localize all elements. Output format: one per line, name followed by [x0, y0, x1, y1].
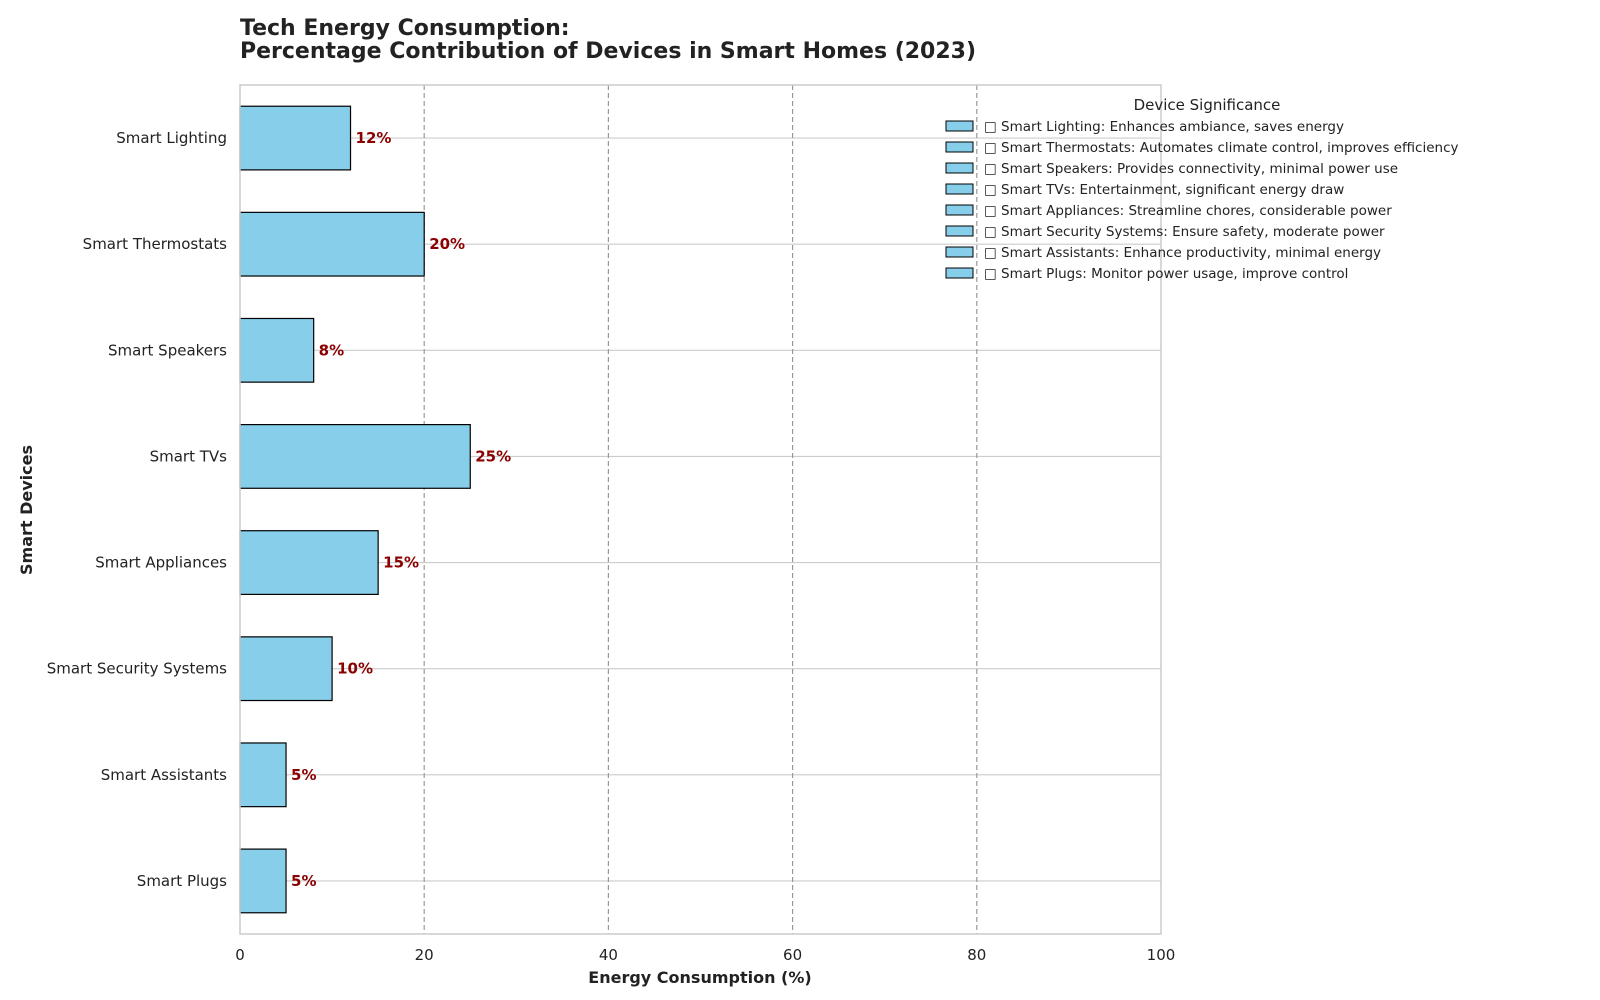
- y-tick-label: Smart Speakers: [108, 341, 227, 359]
- legend-swatch: [946, 121, 973, 131]
- data-label: 25%: [475, 447, 511, 465]
- chart-title-line-1: Tech Energy Consumption:: [240, 16, 570, 41]
- data-label: 5%: [291, 766, 316, 784]
- legend-entry: □ Smart Plugs: Monitor power usage, impr…: [984, 266, 1348, 282]
- legend-entry: □ Smart Speakers: Provides connectivity,…: [984, 161, 1398, 177]
- data-label: 8%: [319, 341, 344, 359]
- legend-entry: □ Smart Lighting: Enhances ambiance, sav…: [984, 119, 1344, 135]
- legend-entry: □ Smart Thermostats: Automates climate c…: [984, 140, 1458, 156]
- legend-swatch: [946, 268, 973, 278]
- vertical-gridlines: [424, 85, 977, 934]
- bar: [240, 106, 351, 170]
- bar: [240, 637, 332, 701]
- y-tick-label: Smart Appliances: [95, 554, 227, 572]
- x-tick-label: 40: [599, 946, 618, 964]
- data-label: 20%: [429, 235, 465, 253]
- x-tick-label: 80: [967, 946, 986, 964]
- chart-title-line-2: Percentage Contribution of Devices in Sm…: [240, 39, 976, 64]
- legend-swatch: [946, 226, 973, 236]
- legend: Device Significance □ Smart Lighting: En…: [946, 96, 1458, 282]
- y-tick-label: Smart Plugs: [137, 872, 227, 890]
- bar: [240, 212, 424, 276]
- legend-swatch: [946, 184, 973, 194]
- data-label: 5%: [291, 872, 316, 890]
- x-axis-label: Energy Consumption (%): [588, 968, 811, 987]
- data-label: 10%: [337, 660, 373, 678]
- x-tick-label: 60: [783, 946, 802, 964]
- legend-entry: □ Smart Security Systems: Ensure safety,…: [984, 224, 1385, 240]
- legend-swatch: [946, 163, 973, 173]
- chart-title: Tech Energy Consumption: Percentage Cont…: [240, 16, 976, 64]
- bar: [240, 531, 378, 595]
- bar: [240, 318, 314, 382]
- data-label: 15%: [383, 554, 419, 572]
- x-tick-labels: 0 20 40 60 80 100: [235, 946, 1175, 964]
- y-tick-labels: Smart Lighting Smart Thermostats Smart Spe…: [47, 129, 227, 890]
- y-axis-label: Smart Devices: [17, 445, 36, 575]
- y-tick-label: Smart Security Systems: [47, 660, 227, 678]
- bar: [240, 849, 286, 913]
- legend-entry: □ Smart Appliances: Streamline chores, c…: [984, 203, 1392, 219]
- legend-swatch: [946, 247, 973, 257]
- bar: [240, 425, 470, 489]
- legend-title: Device Significance: [1134, 96, 1281, 114]
- legend-swatch: [946, 142, 973, 152]
- legend-items: □ Smart Lighting: Enhances ambiance, sav…: [946, 119, 1458, 282]
- legend-entry: □ Smart Assistants: Enhance productivity…: [984, 245, 1381, 261]
- y-tick-label: Smart TVs: [150, 447, 228, 465]
- y-tick-label: Smart Thermostats: [83, 235, 228, 253]
- y-tick-label: Smart Assistants: [101, 766, 227, 784]
- bar: [240, 743, 286, 807]
- x-tick-label: 0: [235, 946, 245, 964]
- data-label: 12%: [356, 129, 392, 147]
- bar-group: [240, 106, 470, 913]
- legend-swatch: [946, 205, 973, 215]
- y-tick-label: Smart Lighting: [116, 129, 227, 147]
- x-tick-label: 100: [1147, 946, 1176, 964]
- legend-entry: □ Smart TVs: Entertainment, significant …: [984, 182, 1344, 198]
- x-tick-label: 20: [415, 946, 434, 964]
